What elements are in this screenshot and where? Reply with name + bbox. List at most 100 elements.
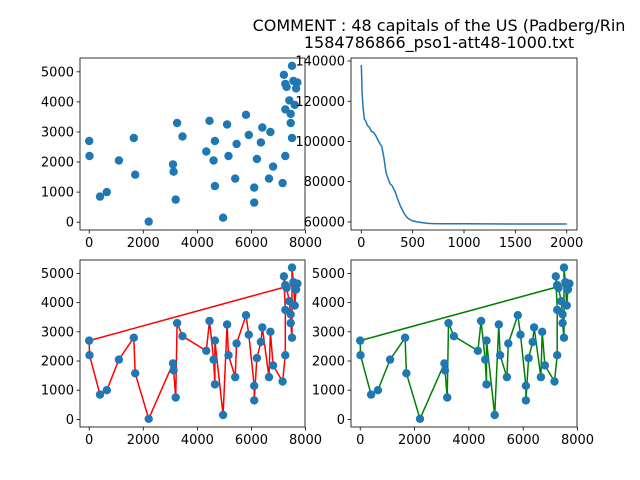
city-point bbox=[286, 318, 295, 328]
panel-top-left: 0 2000 4000 6000 8000 0 1000 2000 3000 4000 5000 bbox=[41, 57, 322, 251]
city-point bbox=[286, 118, 295, 128]
city-point bbox=[562, 301, 571, 310]
x-tick-label: 2000 bbox=[550, 236, 583, 251]
city-point bbox=[293, 279, 302, 288]
y-tick-label: 1000 bbox=[41, 186, 74, 201]
x-tick-label: 4000 bbox=[452, 433, 485, 448]
city-point bbox=[252, 154, 262, 164]
y-tick-label: 4000 bbox=[41, 95, 74, 110]
city-point bbox=[559, 263, 569, 272]
city-point bbox=[241, 311, 251, 320]
city-point bbox=[281, 151, 290, 161]
city-point bbox=[356, 336, 365, 345]
city-point bbox=[444, 318, 453, 328]
city-point bbox=[266, 327, 275, 336]
city-point bbox=[440, 359, 449, 368]
x-tick-label: 4000 bbox=[181, 236, 214, 251]
city-point bbox=[476, 316, 486, 326]
city-point bbox=[287, 263, 297, 272]
city-point bbox=[558, 318, 567, 328]
city-point bbox=[102, 187, 112, 197]
city-point bbox=[415, 414, 425, 423]
city-point bbox=[473, 346, 483, 355]
y-tick-label: 60000 bbox=[304, 215, 345, 230]
city-point bbox=[222, 120, 232, 129]
city-point bbox=[264, 372, 274, 382]
city-point bbox=[114, 355, 124, 364]
city-point bbox=[521, 396, 531, 405]
x-tick-label: 0 bbox=[85, 236, 93, 251]
city-point bbox=[169, 366, 178, 375]
city-point bbox=[286, 109, 295, 119]
city-point bbox=[278, 178, 287, 188]
y-tick-label: 4000 bbox=[312, 296, 345, 311]
city-point bbox=[205, 116, 214, 126]
city-point bbox=[502, 372, 512, 382]
x-tick-label: 500 bbox=[400, 236, 425, 251]
x-tick-label: 0 bbox=[356, 433, 364, 448]
city-point bbox=[521, 381, 531, 390]
city-point bbox=[210, 336, 220, 345]
city-point bbox=[202, 147, 211, 156]
figure-title-line-2: 1584786866_pso1-att48-1000.txt bbox=[303, 33, 575, 52]
city-point bbox=[524, 353, 533, 363]
city-point bbox=[144, 414, 153, 423]
city-point bbox=[282, 283, 291, 293]
city-point bbox=[85, 351, 94, 360]
city-point bbox=[565, 279, 574, 288]
city-point bbox=[244, 330, 253, 339]
city-point bbox=[516, 330, 525, 339]
city-point bbox=[129, 133, 138, 143]
city-point bbox=[210, 136, 220, 146]
city-point bbox=[85, 336, 94, 345]
x-tick-label: 2000 bbox=[127, 236, 160, 251]
city-point bbox=[282, 82, 291, 92]
city-point bbox=[205, 316, 214, 326]
city-point bbox=[266, 127, 275, 137]
city-point bbox=[281, 351, 290, 360]
y-tick-label: 3000 bbox=[41, 125, 74, 140]
city-point bbox=[171, 195, 180, 204]
axes-frame bbox=[79, 57, 306, 231]
city-point bbox=[102, 386, 112, 395]
x-tick-label: 0 bbox=[85, 433, 93, 448]
city-point bbox=[529, 323, 539, 332]
city-point bbox=[218, 410, 228, 420]
city-point bbox=[258, 123, 267, 132]
city-point bbox=[494, 320, 503, 329]
city-point bbox=[528, 337, 537, 347]
city-point bbox=[558, 310, 567, 319]
y-tick-label: 0 bbox=[66, 216, 74, 231]
x-tick-label: 4000 bbox=[181, 433, 214, 448]
y-tick-label: 80000 bbox=[304, 175, 345, 190]
x-tick-label: 8000 bbox=[561, 433, 594, 448]
city-point bbox=[209, 156, 218, 165]
panel-bottom-right: 0 2000 4000 6000 8000 0 1000 2000 3000 4000 5000 bbox=[312, 259, 594, 448]
y-tick-label: 1000 bbox=[312, 384, 345, 399]
y-tick-label: 5000 bbox=[312, 267, 345, 282]
city-point bbox=[250, 381, 259, 390]
city-point bbox=[258, 323, 267, 332]
city-point bbox=[114, 156, 124, 165]
convergence-line bbox=[360, 64, 567, 225]
city-point bbox=[256, 337, 266, 347]
panel-bottom-left: 0 2000 4000 6000 8000 0 1000 2000 3000 4000 5000 bbox=[41, 259, 322, 448]
city-point bbox=[131, 369, 140, 378]
city-point bbox=[482, 380, 491, 389]
panel-top-right: 0 500 1000 1500 2000 60000 80000 100000 120000 14… bbox=[295, 55, 583, 251]
city-point bbox=[551, 272, 560, 281]
city-point bbox=[218, 213, 228, 222]
y-tick-label: 1000 bbox=[41, 384, 74, 399]
city-point bbox=[85, 136, 94, 146]
city-point bbox=[131, 170, 140, 179]
city-point bbox=[231, 372, 240, 382]
city-point bbox=[178, 332, 187, 341]
city-point bbox=[482, 336, 491, 345]
city-point bbox=[232, 339, 241, 348]
city-point bbox=[210, 380, 220, 389]
city-point bbox=[449, 332, 459, 341]
city-point bbox=[250, 396, 259, 405]
city-point bbox=[268, 361, 278, 370]
y-tick-label: 0 bbox=[337, 413, 345, 428]
y-tick-label: 0 bbox=[66, 413, 74, 428]
